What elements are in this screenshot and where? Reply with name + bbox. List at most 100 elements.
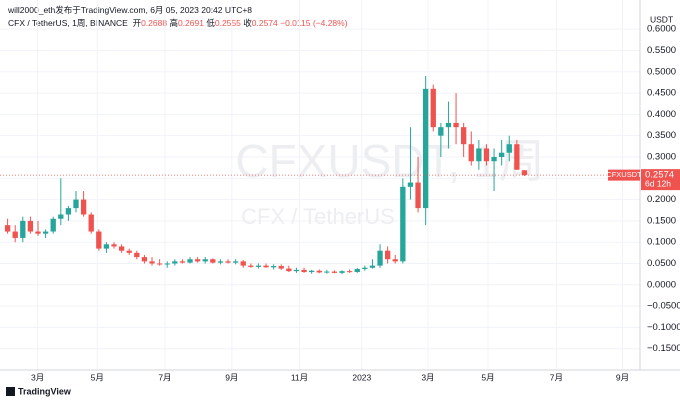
candle-body	[362, 267, 368, 270]
x-tick-label: 3月	[31, 372, 44, 382]
brand: TradingView	[18, 386, 72, 396]
close-value: 0.2574	[251, 18, 278, 28]
candle-body	[339, 271, 345, 273]
candle-body	[126, 250, 132, 253]
candle-body	[331, 271, 338, 273]
candle-body	[141, 257, 148, 262]
candle-body	[103, 244, 110, 249]
candle-body	[377, 250, 383, 266]
y-tick-label: 0.2000	[647, 194, 676, 205]
candle-body	[50, 218, 56, 232]
candle-body	[225, 261, 231, 263]
candle-body	[453, 122, 459, 128]
candle-body	[430, 88, 436, 128]
x-tick-label: 2023	[352, 372, 371, 382]
countdown: 6d 12h	[645, 178, 671, 188]
candle-body	[468, 144, 474, 162]
candle-body	[232, 261, 239, 263]
candle-body	[58, 214, 64, 219]
y-tick-label: 0.5500	[647, 45, 676, 56]
x-tick-label: 7月	[158, 372, 171, 382]
open-label: 开	[132, 18, 142, 28]
candle-body	[521, 170, 528, 176]
x-tick-label: 5月	[91, 372, 104, 382]
candle-body	[35, 231, 41, 234]
candle-body	[392, 259, 398, 262]
y-tick-label: 0.3500	[647, 130, 676, 141]
y-tick-label: −0.1500	[647, 343, 680, 354]
candle-body	[270, 266, 277, 268]
candle-body	[27, 220, 34, 232]
candle-body	[156, 263, 163, 265]
legend-line: CFX / TetherUS, 1周, BINANCE 开0.2688 高0.2…	[8, 17, 348, 29]
candle-body	[483, 148, 490, 162]
candle-body	[438, 127, 444, 136]
candle-body	[88, 214, 94, 232]
candle-body	[263, 265, 269, 268]
candle-body	[255, 265, 262, 267]
candle-body	[400, 186, 406, 262]
author-line: will2000_eth发布于TradingView.com, 6月 05, 2…	[8, 5, 253, 15]
candle-body	[217, 261, 224, 263]
candle-body	[134, 252, 140, 258]
candle-body	[179, 261, 186, 263]
low-value: 0.2555	[214, 18, 241, 28]
candle-body	[514, 144, 520, 170]
watermark-sub: CFX / TetherUS	[241, 204, 395, 229]
candle-body	[369, 265, 376, 268]
x-tick-label: 7月	[550, 372, 563, 382]
candle-body	[4, 225, 11, 232]
candle-body	[460, 127, 467, 145]
x-tick-label: 5月	[481, 372, 494, 382]
y-tick-label: 0.4000	[647, 109, 676, 120]
candle-body	[286, 268, 292, 272]
candle-body	[164, 263, 170, 265]
candle-body	[354, 269, 360, 273]
candle-body	[476, 148, 482, 162]
x-tick-label: 11月	[291, 372, 308, 382]
candle-body	[240, 261, 246, 266]
candle-body	[407, 182, 414, 187]
candle-body	[445, 122, 452, 128]
candle-body	[346, 271, 353, 273]
symbol: CFX / TetherUS, 1周, BINANCE	[8, 18, 128, 28]
candle-body	[278, 266, 284, 269]
x-tick-label: 9月	[225, 372, 238, 382]
high-value: 0.2691	[177, 18, 204, 28]
price-tag-value: 0.2574	[645, 170, 674, 181]
candle-body	[202, 259, 208, 262]
y-tick-label: 0.4500	[647, 88, 676, 99]
candle-body	[42, 231, 49, 234]
candle-body	[316, 270, 322, 273]
close-label: 收	[243, 18, 252, 28]
y-tick-label: 0.5000	[647, 66, 676, 77]
candle-body	[415, 182, 421, 209]
candle-body	[210, 259, 216, 263]
symbol-tag-text: CFXUSDT	[606, 170, 642, 179]
candle-body	[308, 270, 315, 273]
y-tick-label: 0.6000	[647, 24, 676, 35]
candle-body	[194, 259, 201, 262]
candle-body	[301, 269, 307, 273]
y-tick-label: −0.0500	[647, 301, 680, 312]
y-tick-label: 0.1500	[647, 215, 676, 226]
low-label: 低	[206, 18, 215, 28]
currency: USDT	[650, 14, 673, 24]
candle-body	[324, 271, 330, 273]
candle-body	[73, 199, 79, 209]
candle-body	[499, 152, 505, 157]
price-tag	[641, 169, 680, 191]
candle-body	[384, 250, 391, 260]
candle-body	[248, 265, 254, 267]
y-tick-label: 0.3000	[647, 151, 676, 162]
candle-body	[96, 231, 102, 249]
y-tick-label: −0.1000	[647, 322, 680, 333]
open-value: 0.2688	[141, 18, 168, 28]
candle-body	[20, 220, 26, 238]
symbol-tag	[608, 169, 640, 181]
candle-body	[80, 199, 87, 215]
x-tick-label: 3月	[421, 372, 434, 382]
y-tick-label: 0.0000	[647, 279, 676, 290]
